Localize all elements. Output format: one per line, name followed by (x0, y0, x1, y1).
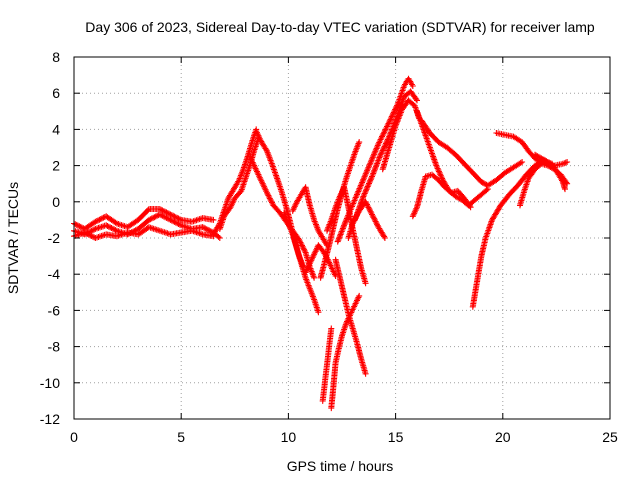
series-track-04 (210, 126, 260, 238)
y-tick-label: 4 (52, 121, 60, 137)
data-point-markers (409, 171, 474, 220)
chart-title: Day 306 of 2023, Sidereal Day-to-day VTE… (85, 19, 595, 35)
data-points (71, 75, 571, 412)
x-tick-label: 20 (495, 429, 511, 445)
x-axis-label: GPS time / hours (287, 458, 394, 474)
series-track-05 (216, 135, 262, 232)
series-track-12 (317, 139, 363, 281)
x-tick-label: 0 (70, 429, 78, 445)
data-point-markers (246, 153, 318, 281)
series-track-24 (493, 130, 571, 169)
data-point-markers (210, 126, 260, 238)
series-track-19 (379, 97, 423, 173)
data-point-markers (289, 184, 330, 249)
series-track-22 (409, 171, 474, 220)
series-track-26 (532, 151, 568, 193)
series-track-18 (351, 88, 420, 223)
y-tick-label: 8 (52, 49, 60, 65)
y-tick-label: -10 (40, 375, 60, 391)
y-tick-label: -8 (48, 339, 61, 355)
y-tick-label: 6 (52, 85, 60, 101)
y-tick-label: -6 (48, 302, 61, 318)
y-tick-label: -12 (40, 411, 60, 427)
y-axis-label: SDTVAR / TECUs (5, 182, 21, 294)
series-track-21 (418, 117, 526, 189)
series-track-07 (246, 153, 318, 281)
y-tick-label: 2 (52, 158, 60, 174)
series-track-08 (281, 209, 322, 316)
data-point-markers (379, 97, 423, 173)
series-track-14 (319, 325, 335, 404)
data-point-markers (317, 139, 363, 281)
x-tick-label: 5 (177, 429, 185, 445)
tick-labels: 0 5 10 15 20 25 -12 -10 -8 -6 -4 -2 0 2 4 6 8 (40, 49, 618, 445)
series-track-09 (289, 184, 330, 249)
series-track-23 (469, 157, 556, 310)
data-point-markers (281, 209, 322, 316)
data-point-markers (319, 325, 335, 404)
y-tick-label: 0 (52, 194, 60, 210)
y-tick-label: -2 (48, 230, 61, 246)
x-tick-label: 15 (388, 429, 404, 445)
data-point-markers (418, 117, 526, 189)
x-tick-label: 25 (602, 429, 618, 445)
data-point-markers (334, 75, 416, 245)
x-tick-label: 10 (281, 429, 297, 445)
axis-ticks (73, 56, 611, 420)
data-point-markers (469, 157, 556, 310)
data-point-markers (351, 88, 420, 223)
data-point-markers (332, 256, 369, 377)
data-point-markers (532, 151, 568, 193)
series-track-17 (334, 75, 416, 245)
series-track-15 (332, 256, 369, 377)
grid-lines (74, 57, 610, 419)
y-tick-label: -4 (48, 266, 61, 282)
data-point-markers (216, 135, 262, 232)
data-point-markers (493, 130, 571, 169)
